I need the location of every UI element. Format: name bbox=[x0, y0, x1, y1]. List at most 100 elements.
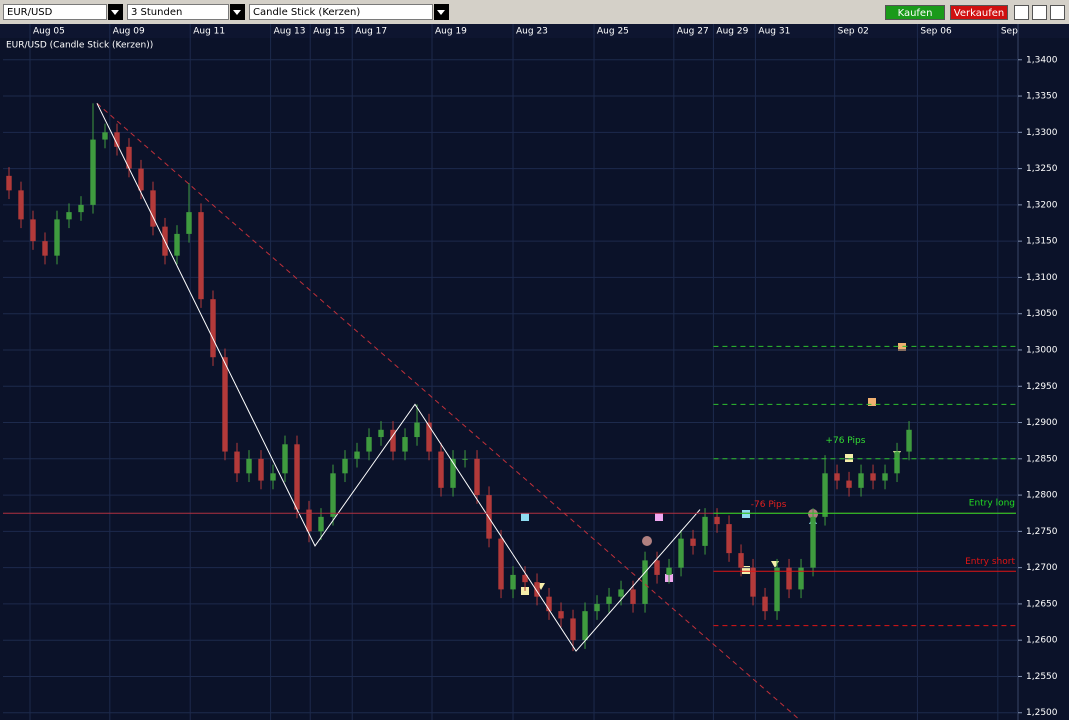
candle-body bbox=[606, 596, 612, 604]
candle-body bbox=[258, 458, 264, 481]
y-tick-label: 1,3100 bbox=[1026, 273, 1058, 283]
chart-background bbox=[0, 24, 1069, 720]
x-tick-label: Aug 31 bbox=[758, 27, 790, 37]
candle-body bbox=[378, 429, 384, 438]
candle-body bbox=[246, 458, 252, 474]
candle-body bbox=[774, 567, 780, 612]
marker bbox=[868, 398, 876, 406]
y-tick-label: 1,2500 bbox=[1026, 708, 1058, 718]
candle-body bbox=[42, 241, 48, 256]
window-icon[interactable] bbox=[1050, 5, 1065, 20]
x-tick-label: Sep bbox=[1001, 27, 1018, 37]
candle-body bbox=[714, 516, 720, 525]
symbol-select[interactable]: EUR/USD bbox=[3, 4, 107, 20]
candle-body bbox=[630, 589, 636, 604]
candle-body bbox=[786, 567, 792, 590]
x-tick-label: Aug 23 bbox=[516, 27, 548, 37]
dropdown-button[interactable] bbox=[108, 4, 123, 20]
y-tick-label: 1,3200 bbox=[1026, 200, 1058, 210]
toolbar: EUR/USD 3 Stunden Candle Stick (Kerzen) … bbox=[0, 0, 1069, 25]
candle-body bbox=[582, 611, 588, 641]
sell-button[interactable]: Verkaufen bbox=[950, 5, 1008, 20]
interval-select[interactable]: 3 Stunden bbox=[127, 4, 229, 20]
x-tick-label: Aug 19 bbox=[435, 27, 467, 37]
marker bbox=[742, 510, 750, 518]
candle-body bbox=[354, 451, 360, 459]
candle-body bbox=[306, 509, 312, 532]
level-label: Entry long bbox=[969, 499, 1015, 509]
marker bbox=[521, 587, 529, 595]
candle-body bbox=[906, 429, 912, 452]
candle-body bbox=[66, 212, 72, 220]
candle-body bbox=[54, 219, 60, 256]
dropdown-button[interactable] bbox=[434, 4, 449, 20]
annotation: -76 Pips bbox=[751, 500, 787, 510]
candle-body bbox=[462, 458, 468, 460]
candle-body bbox=[654, 560, 660, 575]
marker bbox=[655, 513, 663, 521]
marker bbox=[642, 536, 652, 546]
candle-body bbox=[594, 603, 600, 612]
candle-body bbox=[18, 190, 24, 220]
buy-button[interactable]: Kaufen bbox=[885, 5, 945, 20]
y-tick-label: 1,2800 bbox=[1026, 491, 1058, 501]
candle-body bbox=[6, 175, 12, 191]
marker bbox=[521, 513, 529, 521]
draw-icon[interactable] bbox=[1032, 5, 1047, 20]
chart: 1,2500 1,2550 1,2600 1,2650 1,2700 1,2750 1,28… bbox=[0, 24, 1069, 720]
candle-body bbox=[450, 458, 456, 488]
candle-body bbox=[438, 451, 444, 488]
candle-body bbox=[858, 473, 864, 488]
x-tick-label: Sep 02 bbox=[838, 27, 869, 37]
candle-body bbox=[810, 516, 816, 568]
dropdown-button[interactable] bbox=[230, 4, 245, 20]
candle-body bbox=[822, 473, 828, 517]
candle-body bbox=[426, 422, 432, 452]
candle-body bbox=[126, 146, 132, 169]
candle-body bbox=[570, 618, 576, 641]
x-tick-label: Aug 05 bbox=[33, 27, 65, 37]
date-axis-band bbox=[0, 24, 1069, 38]
bars-icon[interactable] bbox=[1014, 5, 1029, 20]
x-tick-label: Aug 15 bbox=[313, 27, 345, 37]
candle-body bbox=[702, 516, 708, 546]
candle-body bbox=[78, 204, 84, 213]
candle-body bbox=[666, 567, 672, 575]
x-tick-label: Aug 13 bbox=[274, 27, 306, 37]
candle-body bbox=[282, 444, 288, 474]
annotation: +76 Pips bbox=[825, 436, 865, 446]
trendline bbox=[96, 102, 801, 720]
candle-body bbox=[882, 473, 888, 481]
x-tick-label: Aug 27 bbox=[677, 27, 709, 37]
candle-body bbox=[366, 437, 372, 452]
candle-body bbox=[510, 574, 516, 590]
chart-style-select[interactable]: Candle Stick (Kerzen) bbox=[249, 4, 433, 20]
candle-body bbox=[486, 495, 492, 539]
candle-body bbox=[534, 582, 540, 597]
candle-body bbox=[750, 567, 756, 597]
candle-body bbox=[102, 132, 108, 140]
y-tick-label: 1,2950 bbox=[1026, 382, 1058, 392]
candle-body bbox=[294, 444, 300, 510]
candle-body bbox=[342, 458, 348, 474]
candle-body bbox=[318, 516, 324, 532]
x-tick-label: Aug 11 bbox=[193, 27, 225, 37]
candle-body bbox=[546, 596, 552, 612]
candle-body bbox=[618, 589, 624, 597]
y-tick-label: 1,3050 bbox=[1026, 309, 1058, 319]
marker bbox=[898, 343, 906, 351]
y-tick-label: 1,2750 bbox=[1026, 527, 1058, 537]
candle-body bbox=[174, 233, 180, 256]
y-tick-label: 1,3250 bbox=[1026, 164, 1058, 174]
candle-body bbox=[210, 299, 216, 358]
candle-body bbox=[642, 560, 648, 604]
x-tick-label: Aug 17 bbox=[355, 27, 387, 37]
candle-body bbox=[402, 437, 408, 452]
candle-body bbox=[138, 168, 144, 191]
candle-body bbox=[414, 422, 420, 438]
candle-body bbox=[762, 596, 768, 612]
candle-body bbox=[234, 451, 240, 474]
candle-body bbox=[870, 473, 876, 481]
candle-body bbox=[186, 212, 192, 234]
candle-body bbox=[690, 538, 696, 546]
